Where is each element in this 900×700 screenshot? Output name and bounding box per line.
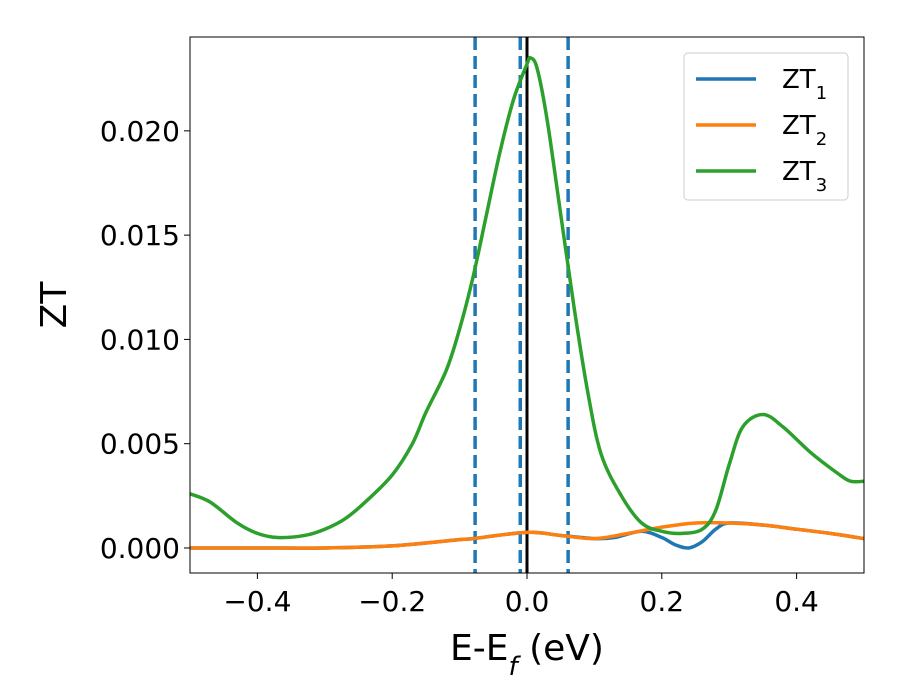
x-tick-label: 0.4 <box>774 585 819 618</box>
x-tick-label: 0.2 <box>640 585 685 618</box>
axes: −0.4 −0.2 0.0 0.2 0.4 0.000 0.005 0.010 0.015 0.0… <box>100 36 865 618</box>
plot-area <box>190 37 864 573</box>
legend-label-zt2: ZT2 <box>782 111 827 150</box>
series-line-zt3 <box>190 55 864 540</box>
y-tick-label: 0.015 <box>100 219 180 252</box>
x-tick-label: −0.4 <box>223 585 291 618</box>
y-tick-label: 0.005 <box>100 428 180 461</box>
series-line-zt2 <box>190 520 864 550</box>
y-tick-label: 0.000 <box>100 532 180 565</box>
legend-label-zt3: ZT3 <box>782 157 827 196</box>
x-tick-label: 0.0 <box>505 585 550 618</box>
y-axis-label: ZT <box>34 281 75 329</box>
legend: ZT1 ZT2 ZT3 <box>683 52 849 201</box>
x-axis-label: E-Ef (eV) <box>450 628 604 682</box>
y-tick-label: 0.010 <box>100 323 180 356</box>
legend-label-zt1: ZT1 <box>782 65 827 104</box>
y-tick-label: 0.020 <box>100 115 180 148</box>
legend-box <box>683 52 849 201</box>
x-tick-label: −0.2 <box>358 585 426 618</box>
